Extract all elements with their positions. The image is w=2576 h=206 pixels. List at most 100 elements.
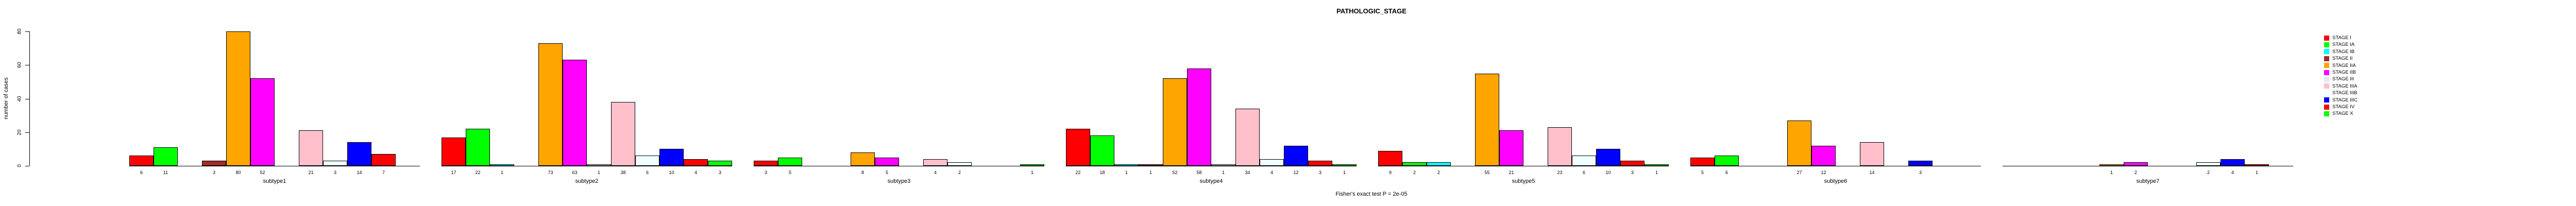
bar-value-label: 80 [235,170,241,175]
legend-swatch-stage-iiic [2324,97,2329,103]
bar-subtype6-stage-iiia [1860,142,1884,166]
legend-item: STAGE IA [2324,41,2358,48]
bar-subtype3-stage-x [1020,164,1044,166]
bar-value-label: 5 [885,170,889,175]
legend-item: STAGE IIIA [2324,83,2358,90]
bar-value-label: 2 [1413,170,1416,175]
legend-swatch-stage-ia [2324,42,2329,48]
bar-value-label: 58 [1196,170,1202,175]
bar-value-label: 1 [1655,170,1658,175]
legend-swatch-stage-iii [2324,77,2329,82]
bar-subtype1-stage-iia [226,31,250,166]
bar-value-label: 2 [1437,170,1440,175]
bar-value-label: 1 [1222,170,1225,175]
bar-value-label: 3 [1919,170,1922,175]
bar-subtype5-stage-ia [1402,162,1427,166]
bar-value-label: 4 [1270,170,1274,175]
bar-subtype5-stage-ib [1427,162,1451,166]
y-tick-label: 0 [16,164,23,167]
legend-item: STAGE IIIC [2324,97,2358,104]
bar-value-label: 21 [1509,170,1514,175]
bar-subtype5-stage-i [1378,151,1402,166]
bar-value-label: 3 [718,170,722,175]
bar-subtype7-stage-iiib [2196,162,2221,166]
bar-subtype1-stage-ia [154,147,178,166]
bar-value-label: 6 [140,170,143,175]
bar-value-label: 1 [2110,170,2113,175]
bar-value-label: 2 [958,170,961,175]
bar-value-label: 14 [357,170,362,175]
bar-value-label: 55 [1484,170,1490,175]
bar-subtype6-stage-iiic [1908,161,1933,166]
legend-item: STAGE I [2324,35,2358,41]
bar-subtype5-stage-iv [1620,161,1645,166]
bar-value-label: 6 [1725,170,1728,175]
bar-subtype4-stage-iib [1187,68,1211,166]
bar-value-label: 1 [1030,170,1034,175]
bar-value-label: 3 [333,170,337,175]
legend-label: STAGE X [2332,111,2353,117]
y-tick [25,31,29,32]
bar-value-label: 1 [2255,170,2259,175]
bar-value-label: 3 [764,170,768,175]
bar-value-label: 34 [1245,170,1250,175]
bar-value-label: 11 [163,170,168,175]
bar-value-label: 6 [646,170,649,175]
bar-value-label: 22 [475,170,481,175]
bar-subtype5-stage-iiia [1548,127,1572,166]
bar-subtype5-stage-iib [1499,130,1523,166]
y-tick-label: 20 [16,129,23,135]
subtype-label-subtype7: subtype7 [2136,178,2160,184]
bar-value-label: 5 [788,170,792,175]
bar-value-label: 22 [1075,170,1081,175]
bar-subtype1-stage-iiia [299,130,323,166]
bar-subtype4-stage-ib [1114,164,1139,166]
bar-value-label: 1 [1149,170,1153,175]
bar-value-label: 17 [451,170,456,175]
bar-subtype7-stage-iiic [2221,159,2245,166]
bar-subtype5-stage-x [1645,164,1669,166]
bar-subtype4-stage-iiib [1260,159,1284,166]
legend: STAGE I STAGE IA STAGE IB STAGE II STAGE IIA… [2324,35,2358,117]
y-tick [25,132,29,133]
y-tick-label: 40 [16,95,23,102]
legend-label: STAGE I [2332,35,2351,41]
bar-subtype4-stage-iiic [1284,146,1308,166]
bar-value-label: 5 [1701,170,1704,175]
bar-value-label: 52 [1172,170,1178,175]
bar-value-label: 7 [382,170,385,175]
bar-subtype1-stage-iv [371,154,396,166]
bar-value-label: 4 [2231,170,2234,175]
legend-label: STAGE IIA [2332,62,2356,68]
bar-subtype1-stage-iib [250,78,275,166]
legend-item: STAGE IIB [2324,69,2358,76]
fisher-test-note: Fisher's exact test P = 2e-05 [1335,191,1408,197]
bar-subtype3-stage-iib [875,158,899,166]
subtype-label-subtype4: subtype4 [1199,178,1223,184]
bar-subtype4-stage-ii [1139,164,1163,166]
bar-subtype6-stage-iib [1811,146,1836,166]
bar-subtype2-stage-ib [490,164,514,166]
legend-swatch-stage-iv [2324,104,2329,110]
bar-value-label: 4 [934,170,937,175]
subtype-label-subtype3: subtype3 [887,178,911,184]
bar-subtype5-stage-iiib [1572,156,1596,166]
legend-label: STAGE IIIA [2332,83,2358,89]
bar-value-label: 10 [1605,170,1611,175]
legend-label: STAGE IB [2332,48,2355,55]
y-tick-label: 60 [16,62,23,68]
bar-value-label: 27 [1797,170,1802,175]
bar-subtype1-stage-i [129,156,154,166]
legend-item: STAGE IIIB [2324,90,2358,96]
bar-value-label: 52 [260,170,265,175]
bar-subtype2-stage-iiic [659,149,684,166]
bar-value-label: 8 [861,170,865,175]
legend-swatch-stage-i [2324,35,2329,41]
bar-subtype4-stage-i [1066,129,1090,166]
bar-subtype3-stage-iia [851,152,875,166]
bar-subtype4-stage-x [1332,164,1357,166]
bar-subtype4-stage-iia [1163,78,1187,166]
bar-subtype4-stage-iiia [1235,109,1260,166]
bar-subtype3-stage-iiib [947,162,972,166]
